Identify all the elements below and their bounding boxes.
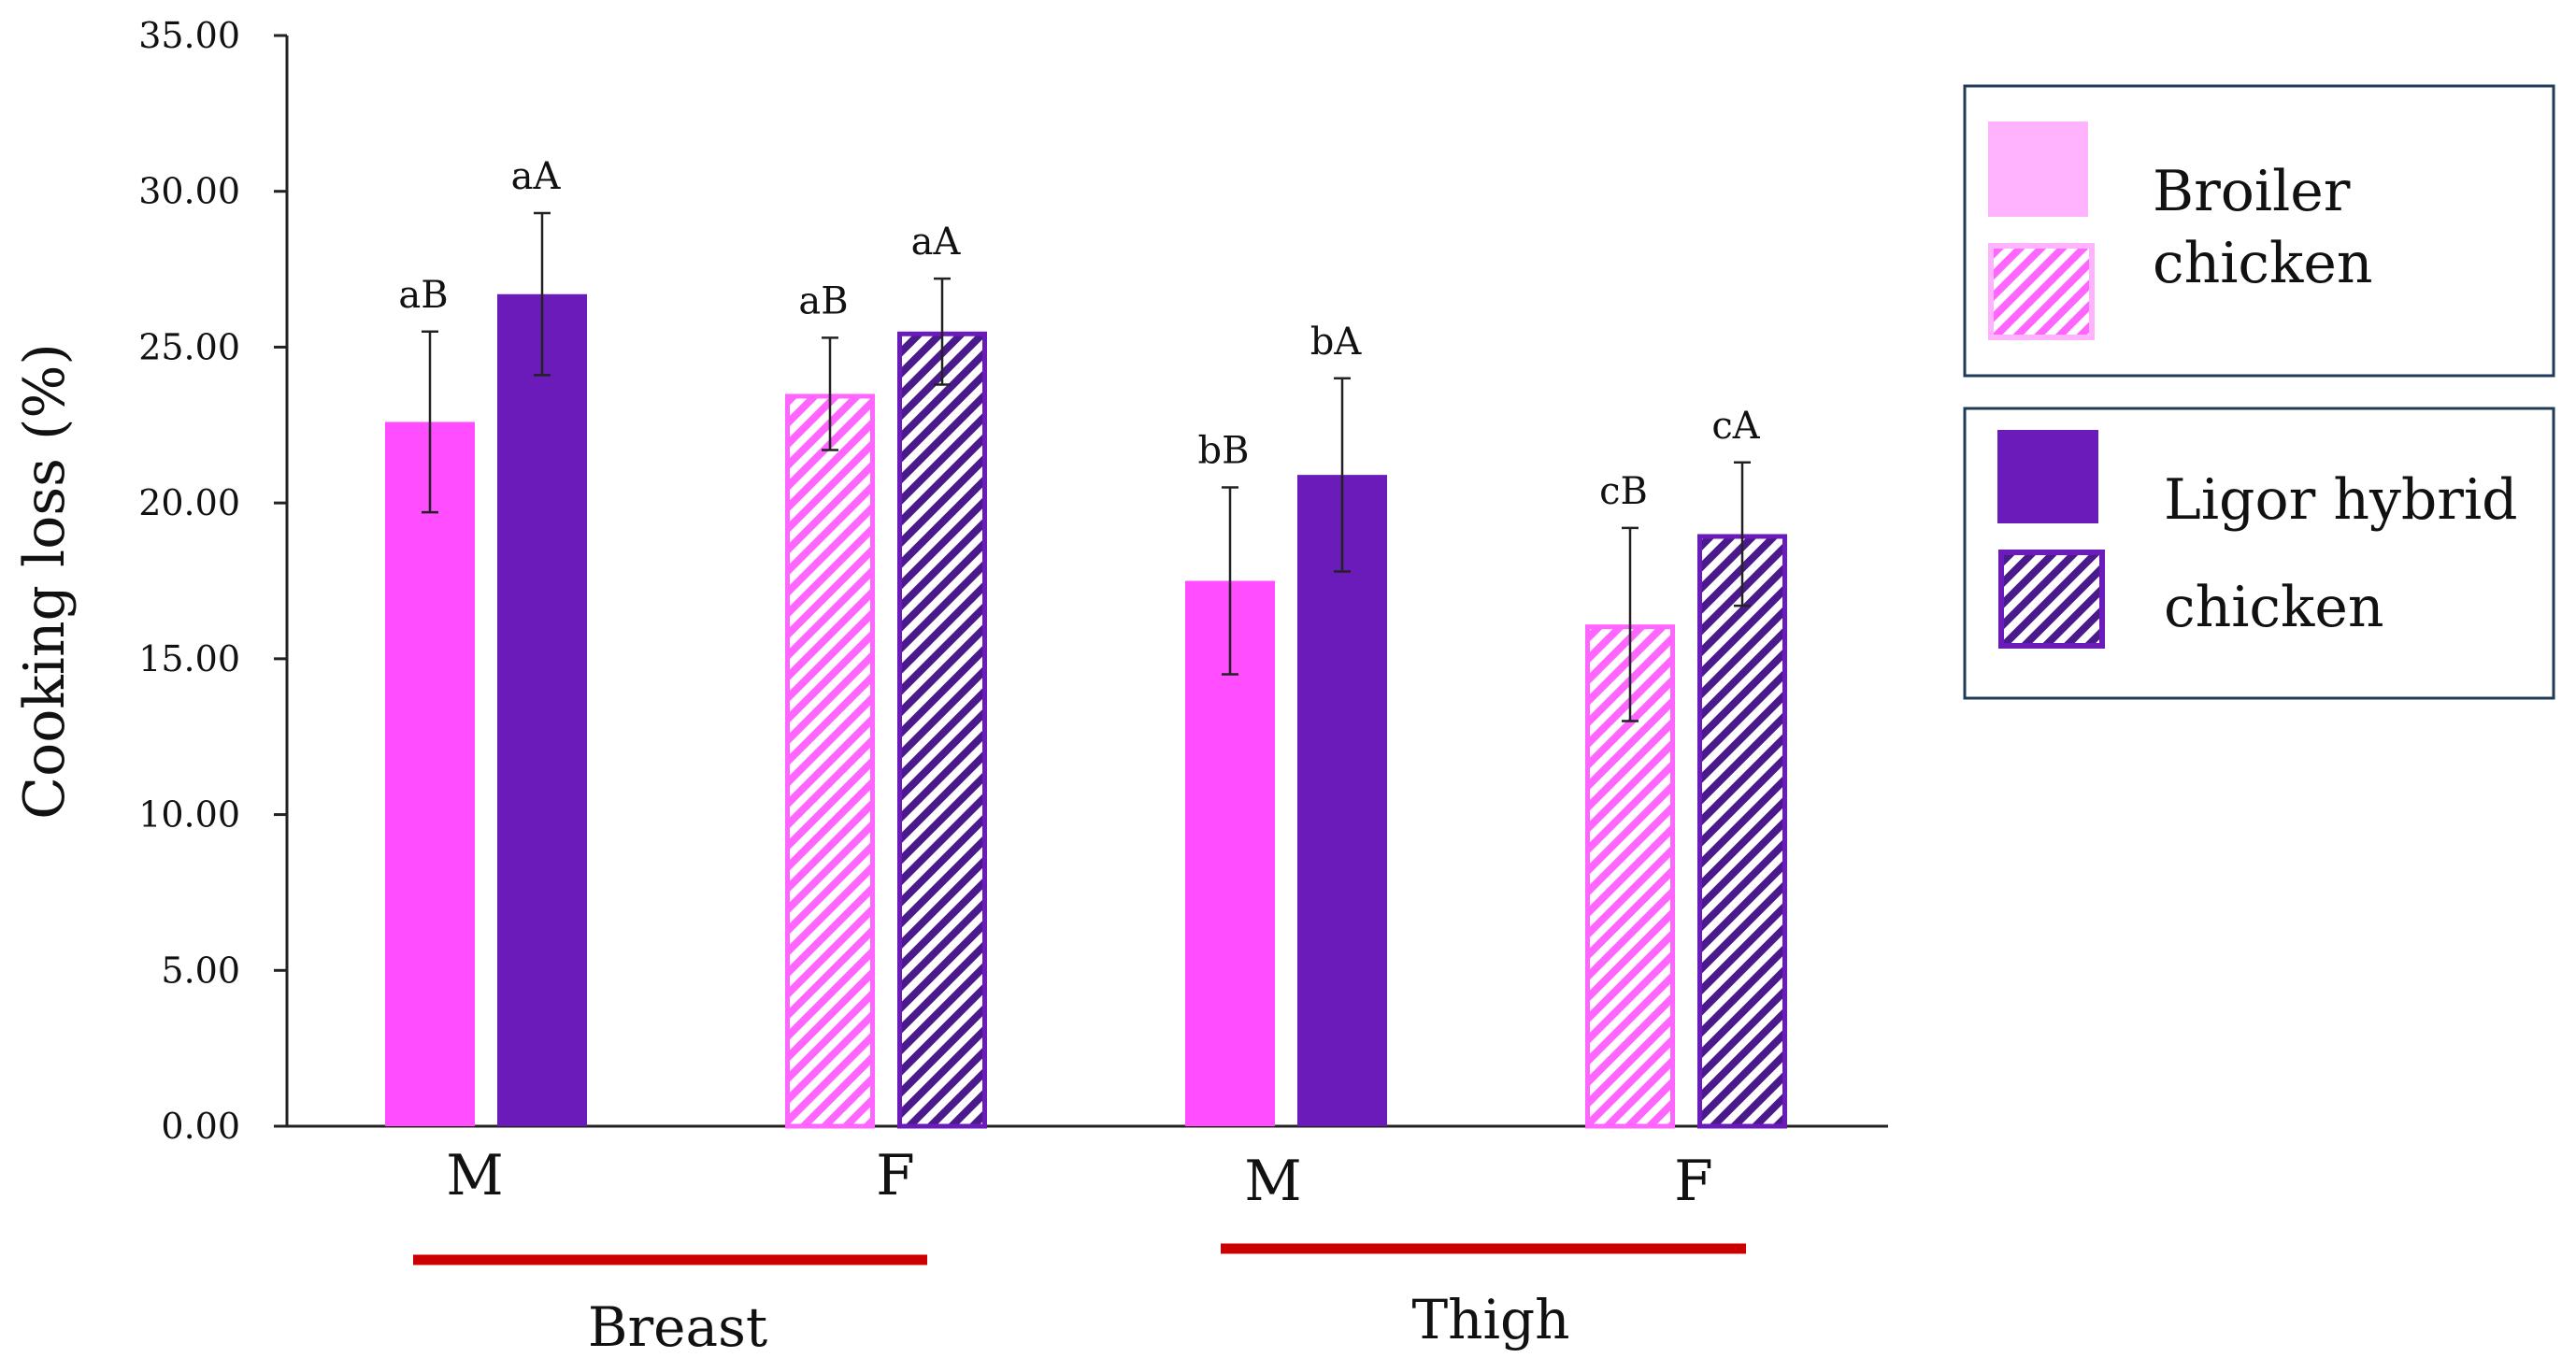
category-label: M [446,1143,503,1208]
significance-label: bA [1310,321,1363,364]
y-tick-label: 0.00 [161,1106,240,1147]
legend-label-line2: chicken [2164,575,2384,640]
legend-ligor: Ligor hybrid chicken [1963,407,2555,700]
y-tick-label: 5.00 [161,950,240,991]
significance-label: cA [1711,405,1760,448]
bar-breast-f-broiler [785,393,875,1129]
y-ticks: 0.00 5.00 10.00 15.00 20.00 25.00 30.00 35.00 [138,15,287,1147]
legend-label-line1: Broiler [2153,159,2351,224]
category-label: F [1674,1149,1713,1214]
legend-swatch-solid [1997,430,2098,523]
significance-label: aB [398,274,448,317]
group-label-thigh: Thigh [1411,1288,1569,1351]
bar-thigh-m-ligor [1297,475,1387,1126]
category-label: M [1244,1149,1301,1214]
legend-swatch-hatched [1998,550,2105,649]
y-tick-label: 10.00 [138,794,240,836]
significance-label: cB [1599,470,1648,513]
legend-broiler: Broiler chicken [1963,84,2555,378]
significance-label: aA [511,155,562,198]
legend-label-line2: chicken [2153,231,2373,296]
y-axis-label: Cooking loss (%) [12,343,78,820]
legend-label-line1: Ligor hybrid [2164,467,2518,533]
error-bars [422,211,1751,722]
bar-thigh-f-broiler [1585,624,1675,1129]
significance-label: aB [798,279,848,322]
y-tick-label: 35.00 [138,15,240,56]
significance-labels: aB aA aB aA bB bA cB cA [398,155,1760,513]
bars [385,293,1787,1129]
y-tick-label: 30.00 [138,171,240,212]
y-tick-label: 15.00 [138,638,240,679]
legend-swatch-solid [1988,121,2088,217]
bar-breast-m-ligor [497,293,587,1126]
bar-thigh-f-ligor [1697,534,1787,1129]
group-labels: Breast Thigh [413,1243,1746,1359]
significance-label: aA [911,221,962,264]
bar-breast-m-broiler [385,422,475,1126]
significance-label: bB [1198,429,1250,472]
bar-breast-f-ligor [897,331,987,1129]
y-tick-label: 25.00 [138,326,240,367]
y-tick-label: 20.00 [138,482,240,523]
group-label-breast: Breast [588,1295,767,1359]
legend-swatch-hatched [1988,243,2095,340]
category-label: F [876,1143,915,1208]
